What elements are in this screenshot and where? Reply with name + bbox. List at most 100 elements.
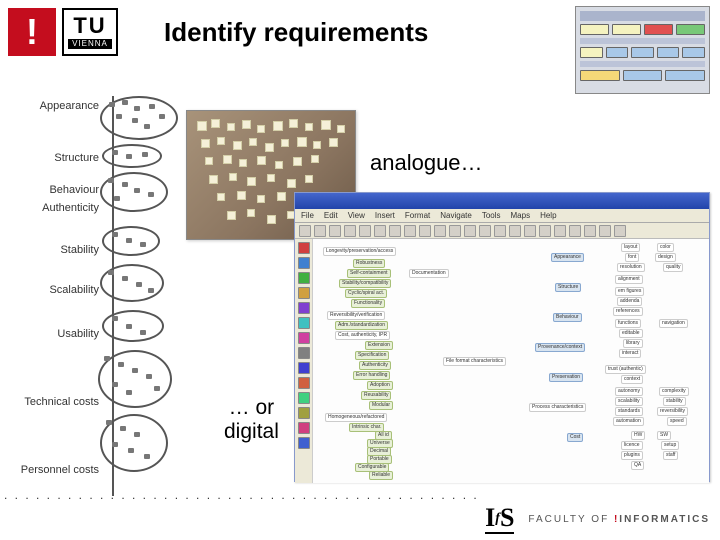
sticky-note (313, 141, 321, 149)
toolbar-button[interactable] (329, 225, 341, 237)
cluster-dot (140, 330, 146, 335)
mindmap-node: context (621, 375, 643, 384)
toolbar-button[interactable] (389, 225, 401, 237)
cluster-dot (109, 102, 115, 107)
sticky-note (223, 155, 232, 164)
cluster-dot (159, 114, 165, 119)
toolbar-button[interactable] (539, 225, 551, 237)
slide-title: Identify requirements (164, 17, 428, 48)
toolbar-button[interactable] (614, 225, 626, 237)
sticky-note (247, 209, 255, 217)
mindmap-node: interact (619, 349, 641, 358)
cluster-dot (134, 432, 140, 437)
menu-item[interactable]: Maps (511, 211, 531, 220)
mindmap-node: stability (663, 397, 686, 406)
mindmap-node: reversibility (657, 407, 688, 416)
menu-item[interactable]: Navigate (440, 211, 472, 220)
toolbar-button[interactable] (464, 225, 476, 237)
mindmap-node: setup (661, 441, 679, 450)
sidebar-icon[interactable] (298, 377, 310, 389)
toolbar-button[interactable] (299, 225, 311, 237)
corner-box (612, 24, 641, 35)
corner-diagram-title (580, 11, 705, 21)
mindmap-sidebar (295, 239, 313, 483)
cluster-dot (148, 288, 154, 293)
sidebar-icon[interactable] (298, 272, 310, 284)
mindmap-node: Authenticity (359, 361, 391, 370)
cluster-dot (114, 196, 120, 201)
sticky-note (311, 155, 319, 163)
mindmap-node: Reusability (361, 391, 391, 400)
toolbar-button[interactable] (494, 225, 506, 237)
mindmap-node: scalability (615, 397, 643, 406)
sticky-note (249, 138, 257, 146)
ifs-logo: IfS (485, 505, 514, 534)
toolbar-button[interactable] (344, 225, 356, 237)
toolbar-button[interactable] (314, 225, 326, 237)
sidebar-icon[interactable] (298, 362, 310, 374)
toolbar-button[interactable] (359, 225, 371, 237)
toolbar-button[interactable] (479, 225, 491, 237)
toolbar-button[interactable] (524, 225, 536, 237)
faculty-text: FACULTY OF !INFORMATICS (528, 514, 710, 525)
sidebar-icon[interactable] (298, 407, 310, 419)
sidebar-icon[interactable] (298, 332, 310, 344)
sticky-note (201, 139, 210, 148)
toolbar-button[interactable] (569, 225, 581, 237)
cluster-dot (140, 242, 146, 247)
requirements-tree: AppearanceStructureBehaviourAuthenticity… (4, 96, 194, 496)
toolbar-button[interactable] (554, 225, 566, 237)
menu-item[interactable]: Format (405, 211, 430, 220)
sidebar-icon[interactable] (298, 287, 310, 299)
requirement-label: Stability (4, 244, 99, 256)
cluster-dot (142, 152, 148, 157)
requirement-label: Authenticity (4, 202, 99, 214)
mindmap-node: Error handling (353, 371, 390, 380)
sidebar-icon[interactable] (298, 317, 310, 329)
toolbar-button[interactable] (419, 225, 431, 237)
sidebar-icon[interactable] (298, 437, 310, 449)
mindmap-window: File Edit View Insert Format Navigate Tools Map… (294, 192, 710, 482)
sidebar-icon[interactable] (298, 302, 310, 314)
sidebar-icon[interactable] (298, 422, 310, 434)
toolbar-button[interactable] (434, 225, 446, 237)
sidebar-icon[interactable] (298, 347, 310, 359)
mindmap-node: library (623, 339, 643, 348)
sidebar-icon[interactable] (298, 242, 310, 254)
menu-item[interactable]: Help (540, 211, 556, 220)
menu-item[interactable]: Edit (324, 211, 338, 220)
cluster-ellipse (102, 310, 164, 342)
sticky-note (287, 179, 296, 188)
mindmap-node: Structure (555, 283, 581, 292)
mindmap-node: trust (authentic) (605, 365, 646, 374)
toolbar-button[interactable] (584, 225, 596, 237)
menu-item[interactable]: View (348, 211, 365, 220)
menu-item[interactable]: Tools (482, 211, 501, 220)
toolbar-button[interactable] (599, 225, 611, 237)
sticky-note (211, 119, 220, 128)
sidebar-icon[interactable] (298, 257, 310, 269)
cluster-dot (112, 382, 118, 387)
mindmap-node: Provenance/context (535, 343, 585, 352)
mindmap-node: Adoption (367, 381, 393, 390)
sticky-note (227, 123, 235, 131)
corner-box (657, 47, 680, 58)
requirement-label: Structure (4, 152, 99, 164)
toolbar-button[interactable] (449, 225, 461, 237)
toolbar-button[interactable] (374, 225, 386, 237)
cluster-dot (149, 104, 155, 109)
requirement-label: Scalability (4, 284, 99, 296)
menu-item[interactable]: File (301, 211, 314, 220)
toolbar-button[interactable] (404, 225, 416, 237)
mindmap-node: Reliable (369, 471, 393, 480)
cluster-dot (134, 106, 140, 111)
mindmap-node: plugins (621, 451, 643, 460)
toolbar-button[interactable] (509, 225, 521, 237)
sticky-note (267, 174, 275, 182)
corner-box (665, 70, 705, 81)
cluster-dot (136, 282, 142, 287)
digital-line2: digital (224, 420, 279, 443)
menu-item[interactable]: Insert (375, 211, 395, 220)
requirement-label: Technical costs (4, 396, 99, 408)
sidebar-icon[interactable] (298, 392, 310, 404)
